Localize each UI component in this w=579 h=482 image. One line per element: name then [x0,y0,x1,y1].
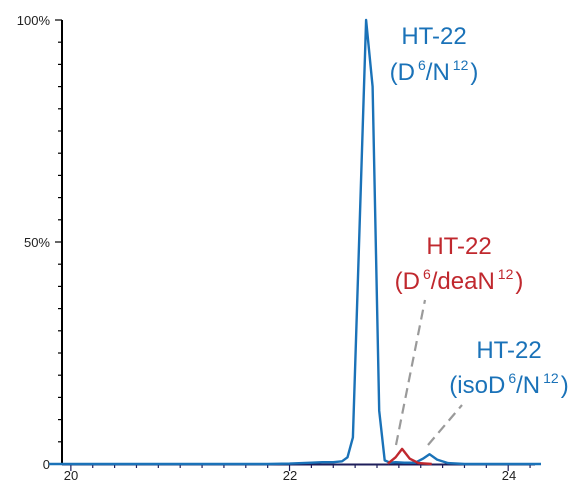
series-line-0 [49,18,541,466]
annotation-dea-peak: HT-22 (D 6/deaN 12) [395,233,524,295]
y-minor-ticks [55,19,62,465]
leader-lines [394,299,463,446]
x-minor-ticks [70,465,531,471]
annotation-native-line2: (D 6/N 12) [390,57,479,86]
x-tick-label-20: 20 [64,468,78,482]
series-line-1 [387,447,432,466]
x-tick-label-22: 22 [283,468,297,482]
series-layer [49,18,541,466]
annotation-native-line1: HT-22 [401,23,466,50]
leader-line-dea [394,299,427,446]
annotation-iso-peak: HT-22 (isoD 6/N 12) [449,337,568,399]
leader-line-iso [427,404,463,446]
y-axis: 100% 50% 0 [17,13,63,472]
x-axis: 20 22 24 [62,463,535,482]
annotation-native-peak: HT-22 (D 6/N 12) [390,23,479,86]
annotation-dea-line2: (D 6/deaN 12) [395,266,524,295]
y-tick-label-0: 0 [43,457,50,472]
y-tick-label-50: 50% [24,235,50,250]
y-tick-label-100: 100% [17,13,51,28]
x-tick-label-24: 24 [502,468,516,482]
annotation-iso-line1: HT-22 [476,337,541,364]
annotation-dea-line1: HT-22 [426,233,491,260]
annotation-iso-line2: (isoD 6/N 12) [449,370,568,399]
